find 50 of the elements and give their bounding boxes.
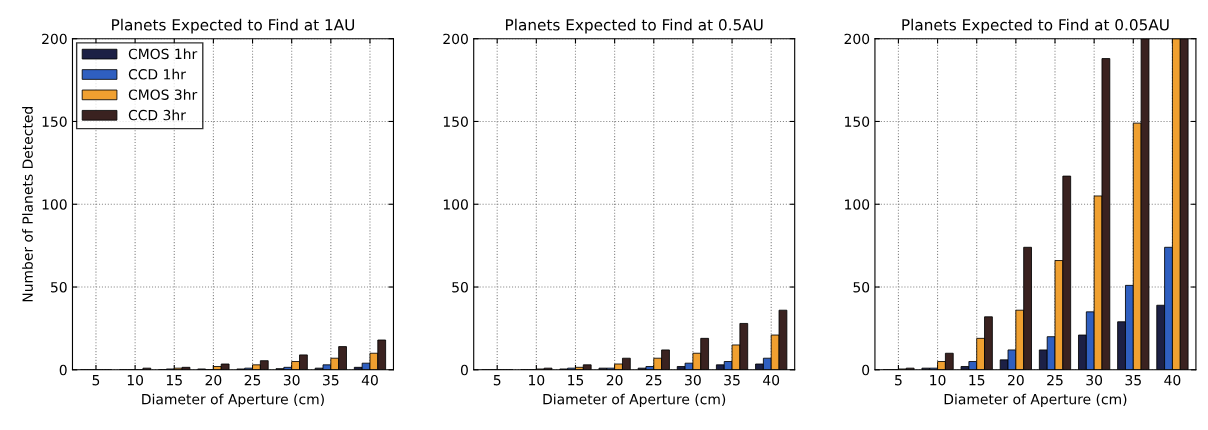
- legend-label: CCD 3hr: [128, 109, 186, 121]
- y-tick-label: 200: [42, 33, 67, 45]
- y-tick-label: 0: [862, 364, 870, 376]
- legend-label: CCD 1hr: [128, 68, 186, 80]
- x-tick-label: 20: [205, 374, 222, 386]
- legend-label: CMOS 1hr: [128, 48, 198, 60]
- x-tick-label: 30: [283, 374, 300, 386]
- x-tick-label: 20: [1008, 374, 1024, 386]
- x-tick-label: 35: [323, 374, 339, 386]
- y-tick-label: 100: [443, 199, 468, 210]
- x-tick-label: 10: [529, 374, 545, 386]
- chart-title: Planets Expected to Find at 0.05AU: [902, 18, 1169, 34]
- y-axis-title: Number of Planets Detected: [22, 107, 33, 302]
- x-tick-label: 40: [763, 374, 780, 386]
- x-tick-label: 25: [244, 374, 261, 386]
- x-tick-label: 40: [1164, 374, 1181, 386]
- x-tick-label: 35: [1125, 374, 1141, 386]
- x-tick-label: 25: [645, 374, 662, 386]
- x-axis-title: Diameter of Aperture (cm): [944, 393, 1127, 408]
- legend-label: CMOS 3hr: [128, 89, 198, 100]
- x-tick-label: 25: [1047, 374, 1063, 386]
- x-tick-label: 5: [92, 375, 100, 386]
- y-tick-label: 200: [443, 33, 468, 45]
- chart-title: Planets Expected to Find at 0.5AU: [506, 18, 763, 34]
- y-tick-label: 150: [845, 116, 870, 127]
- y-tick-label: 50: [51, 281, 67, 293]
- x-tick-label: 15: [166, 375, 182, 386]
- y-tick-label: 0: [460, 364, 468, 376]
- x-tick-label: 10: [127, 374, 144, 386]
- x-axis-title: Diameter of Aperture (cm): [142, 393, 324, 408]
- y-tick-label: 150: [443, 116, 468, 127]
- y-tick-label: 100: [42, 199, 67, 210]
- y-tick-label: 150: [42, 116, 67, 127]
- x-tick-label: 35: [724, 374, 740, 386]
- x-tick-label: 20: [606, 374, 623, 386]
- x-tick-label: 15: [969, 375, 985, 386]
- y-tick-label: 50: [452, 281, 468, 293]
- x-tick-label: 10: [930, 374, 946, 386]
- y-tick-label: 50: [853, 281, 870, 293]
- x-tick-label: 15: [568, 375, 584, 386]
- chart-title: Planets Expected to Find at 1AU: [112, 18, 355, 34]
- y-tick-label: 100: [845, 199, 870, 210]
- x-tick-label: 5: [493, 375, 501, 386]
- x-tick-label: 30: [1086, 374, 1103, 386]
- x-tick-label: 30: [685, 374, 701, 386]
- x-axis-title: Diameter of Aperture (cm): [543, 393, 726, 408]
- y-tick-label: 200: [844, 33, 870, 45]
- x-tick-label: 40: [361, 374, 378, 386]
- y-tick-label: 0: [59, 364, 67, 376]
- x-tick-label: 5: [895, 375, 902, 386]
